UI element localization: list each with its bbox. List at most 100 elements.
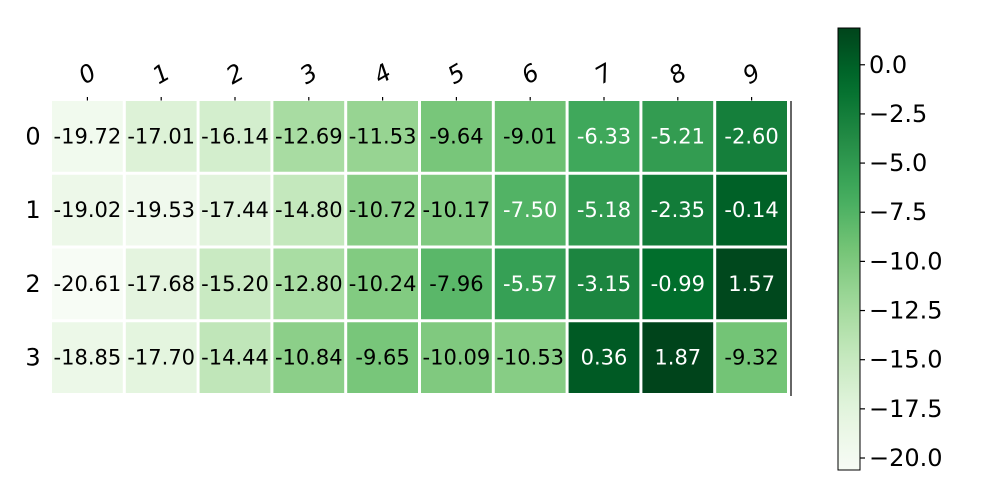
cell-value-label: -17.01 xyxy=(127,124,195,148)
heatmap-cell xyxy=(52,248,123,320)
cell-value-label: -9.01 xyxy=(503,124,557,148)
heatmap-cell xyxy=(52,322,123,393)
colorbar-tick-label: −12.5 xyxy=(869,297,943,325)
column-tick-label: 9 xyxy=(738,58,765,90)
heatmap-cell xyxy=(642,101,714,172)
heatmap-cell xyxy=(568,174,640,246)
colorbar-tick-label: −7.5 xyxy=(869,198,927,226)
heatmap-cell xyxy=(421,174,492,246)
cell-value-label: -5.57 xyxy=(503,272,557,296)
column-tick-label: 0 xyxy=(74,58,101,90)
colorbar-tick-label: 0.0 xyxy=(869,51,907,79)
heatmap-cell xyxy=(347,174,418,246)
heatmap-cell xyxy=(199,101,271,172)
heatmap-cell xyxy=(494,174,566,246)
colorbar-bar xyxy=(837,27,861,471)
cell-value-label: -9.32 xyxy=(724,346,778,370)
heatmap-cell xyxy=(52,174,123,246)
row-ticks: 0 1 2 3 xyxy=(25,122,40,371)
cell-value-label: -17.68 xyxy=(127,272,195,296)
heatmap-cell xyxy=(273,101,345,172)
heatmap-cell xyxy=(494,101,566,172)
cell-value-label: -16.14 xyxy=(201,124,269,148)
column-tick-label: 1 xyxy=(148,58,175,90)
heatmap-cell xyxy=(273,248,345,320)
cell-value-label: 1.57 xyxy=(728,272,775,296)
column-tick-label: 5 xyxy=(443,58,470,90)
heatmap-cell xyxy=(199,174,271,246)
cell-value-label: -6.33 xyxy=(577,124,631,148)
cell-value-label: -9.64 xyxy=(429,124,483,148)
cell-value-label: -19.02 xyxy=(54,198,122,222)
cell-value-label: -10.53 xyxy=(496,346,564,370)
heatmap-cell xyxy=(125,322,197,393)
cell-value-label: -10.24 xyxy=(349,272,417,296)
cell-value-label: -18.85 xyxy=(54,346,122,370)
heatmap-cell xyxy=(125,101,197,172)
cell-value-label: -14.44 xyxy=(201,346,269,370)
heatmap-cell xyxy=(347,101,418,172)
column-ticks: 0 1 2 3 4 5 6 7 8 9 xyxy=(74,58,765,101)
colorbar-ticks: 0.0 −2.5 −5.0 −7.5 −10.0 −12.5 −15.0 −17.5 −20.0 xyxy=(860,51,943,472)
heatmap-cell xyxy=(273,174,345,246)
heatmap-cell xyxy=(199,322,271,393)
cell-value-label: -19.53 xyxy=(127,198,195,222)
cell-value-label: -20.61 xyxy=(54,272,122,296)
heatmap-cell xyxy=(52,101,123,172)
row-tick-label: 2 xyxy=(25,270,40,298)
cell-value-label: 0.36 xyxy=(581,346,628,370)
cell-value-label: -12.80 xyxy=(275,272,343,296)
colorbar-tick-label: −17.5 xyxy=(869,395,943,423)
colorbar-tick-label: −10.0 xyxy=(869,247,943,275)
heatmap-cell xyxy=(716,248,787,320)
cell-value-label: -12.69 xyxy=(275,124,343,148)
cell-value-label: -5.18 xyxy=(577,198,631,222)
heatmap-cell xyxy=(125,174,197,246)
cell-value-label: -19.72 xyxy=(54,124,122,148)
heatmap-cell xyxy=(273,322,345,393)
heatmap-cell xyxy=(347,248,418,320)
heatmap-cell xyxy=(494,322,566,393)
cell-value-label: 1.87 xyxy=(654,346,701,370)
heatmap-cell xyxy=(125,248,197,320)
cell-value-label: -2.35 xyxy=(651,198,705,222)
row-tick-label: 1 xyxy=(25,196,40,224)
cell-value-label: -7.50 xyxy=(503,198,557,222)
column-tick-label: 6 xyxy=(517,58,544,90)
cell-value-label: -7.96 xyxy=(429,272,483,296)
colorbar-tick-label: −2.5 xyxy=(869,100,927,128)
heatmap-cell xyxy=(347,322,418,393)
heatmap-cell xyxy=(494,248,566,320)
heatmap-cell xyxy=(642,248,714,320)
column-tick-label: 8 xyxy=(664,58,691,90)
column-tick-label: 2 xyxy=(221,58,248,90)
heatmap-cell xyxy=(421,248,492,320)
heatmap-cell xyxy=(568,248,640,320)
colorbar-tick-label: −15.0 xyxy=(869,346,943,374)
cell-value-label: -10.09 xyxy=(423,346,491,370)
heatmap-cell xyxy=(716,322,787,393)
cell-value-label: -0.99 xyxy=(651,272,705,296)
heatmap-cell xyxy=(642,322,714,393)
heatmap-cell xyxy=(716,101,787,172)
cell-value-label: -3.15 xyxy=(577,272,631,296)
cell-value-label: -14.80 xyxy=(275,198,343,222)
cell-value-label: -15.20 xyxy=(201,272,269,296)
cell-value-label: -10.17 xyxy=(423,198,491,222)
column-tick-label: 3 xyxy=(295,58,322,90)
column-tick-label: 4 xyxy=(369,58,396,90)
cell-value-label: -10.84 xyxy=(275,346,343,370)
cell-value-label: -2.60 xyxy=(724,124,778,148)
heatmap-cell xyxy=(642,174,714,246)
heatmap-cell xyxy=(568,101,640,172)
colorbar: 0.0 −2.5 −5.0 −7.5 −10.0 −12.5 −15.0 −17.5 −20.0 xyxy=(837,27,943,472)
heatmap-cell xyxy=(421,322,492,393)
heatmap-cells: -19.72 -17.01 -16.14 -12.69 -11.53 -9.64 -9.01… xyxy=(52,101,787,393)
colorbar-tick-label: −5.0 xyxy=(869,149,927,177)
cell-value-label: -17.44 xyxy=(201,198,269,222)
cell-value-label: -17.70 xyxy=(127,346,195,370)
heatmap-cell xyxy=(199,248,271,320)
cell-value-label: -5.21 xyxy=(651,124,705,148)
cell-value-label: -11.53 xyxy=(349,124,417,148)
